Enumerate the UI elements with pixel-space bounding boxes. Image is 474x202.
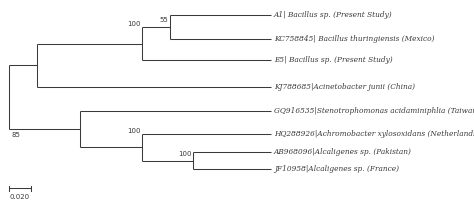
- Text: AB968096|Alcaligenes sp. (Pakistan): AB968096|Alcaligenes sp. (Pakistan): [274, 148, 412, 156]
- Text: KJ788685|Acinetobacter junii (China): KJ788685|Acinetobacter junii (China): [274, 83, 415, 91]
- Text: 85: 85: [12, 132, 21, 138]
- Text: 100: 100: [127, 128, 140, 134]
- Text: KC758845| Bacillus thuringiensis (Mexico): KC758845| Bacillus thuringiensis (Mexico…: [274, 35, 435, 43]
- Text: 100: 100: [127, 21, 140, 27]
- Text: GQ916535|Stenotrophomonas acidaminiphlia (Taiwan): GQ916535|Stenotrophomonas acidaminiphlia…: [274, 107, 474, 115]
- Text: E5| Bacillus sp. (Present Study): E5| Bacillus sp. (Present Study): [274, 56, 392, 64]
- Text: A1| Bacillus sp. (Present Study): A1| Bacillus sp. (Present Study): [274, 11, 392, 19]
- Text: 100: 100: [178, 150, 191, 157]
- Text: HQ288926|Achromobacter xylosoxidans (Netherlands): HQ288926|Achromobacter xylosoxidans (Net…: [274, 130, 474, 138]
- Text: 0.020: 0.020: [10, 194, 30, 200]
- Text: JF10958|Alcaligenes sp. (France): JF10958|Alcaligenes sp. (France): [274, 165, 399, 173]
- Text: 55: 55: [160, 17, 168, 23]
